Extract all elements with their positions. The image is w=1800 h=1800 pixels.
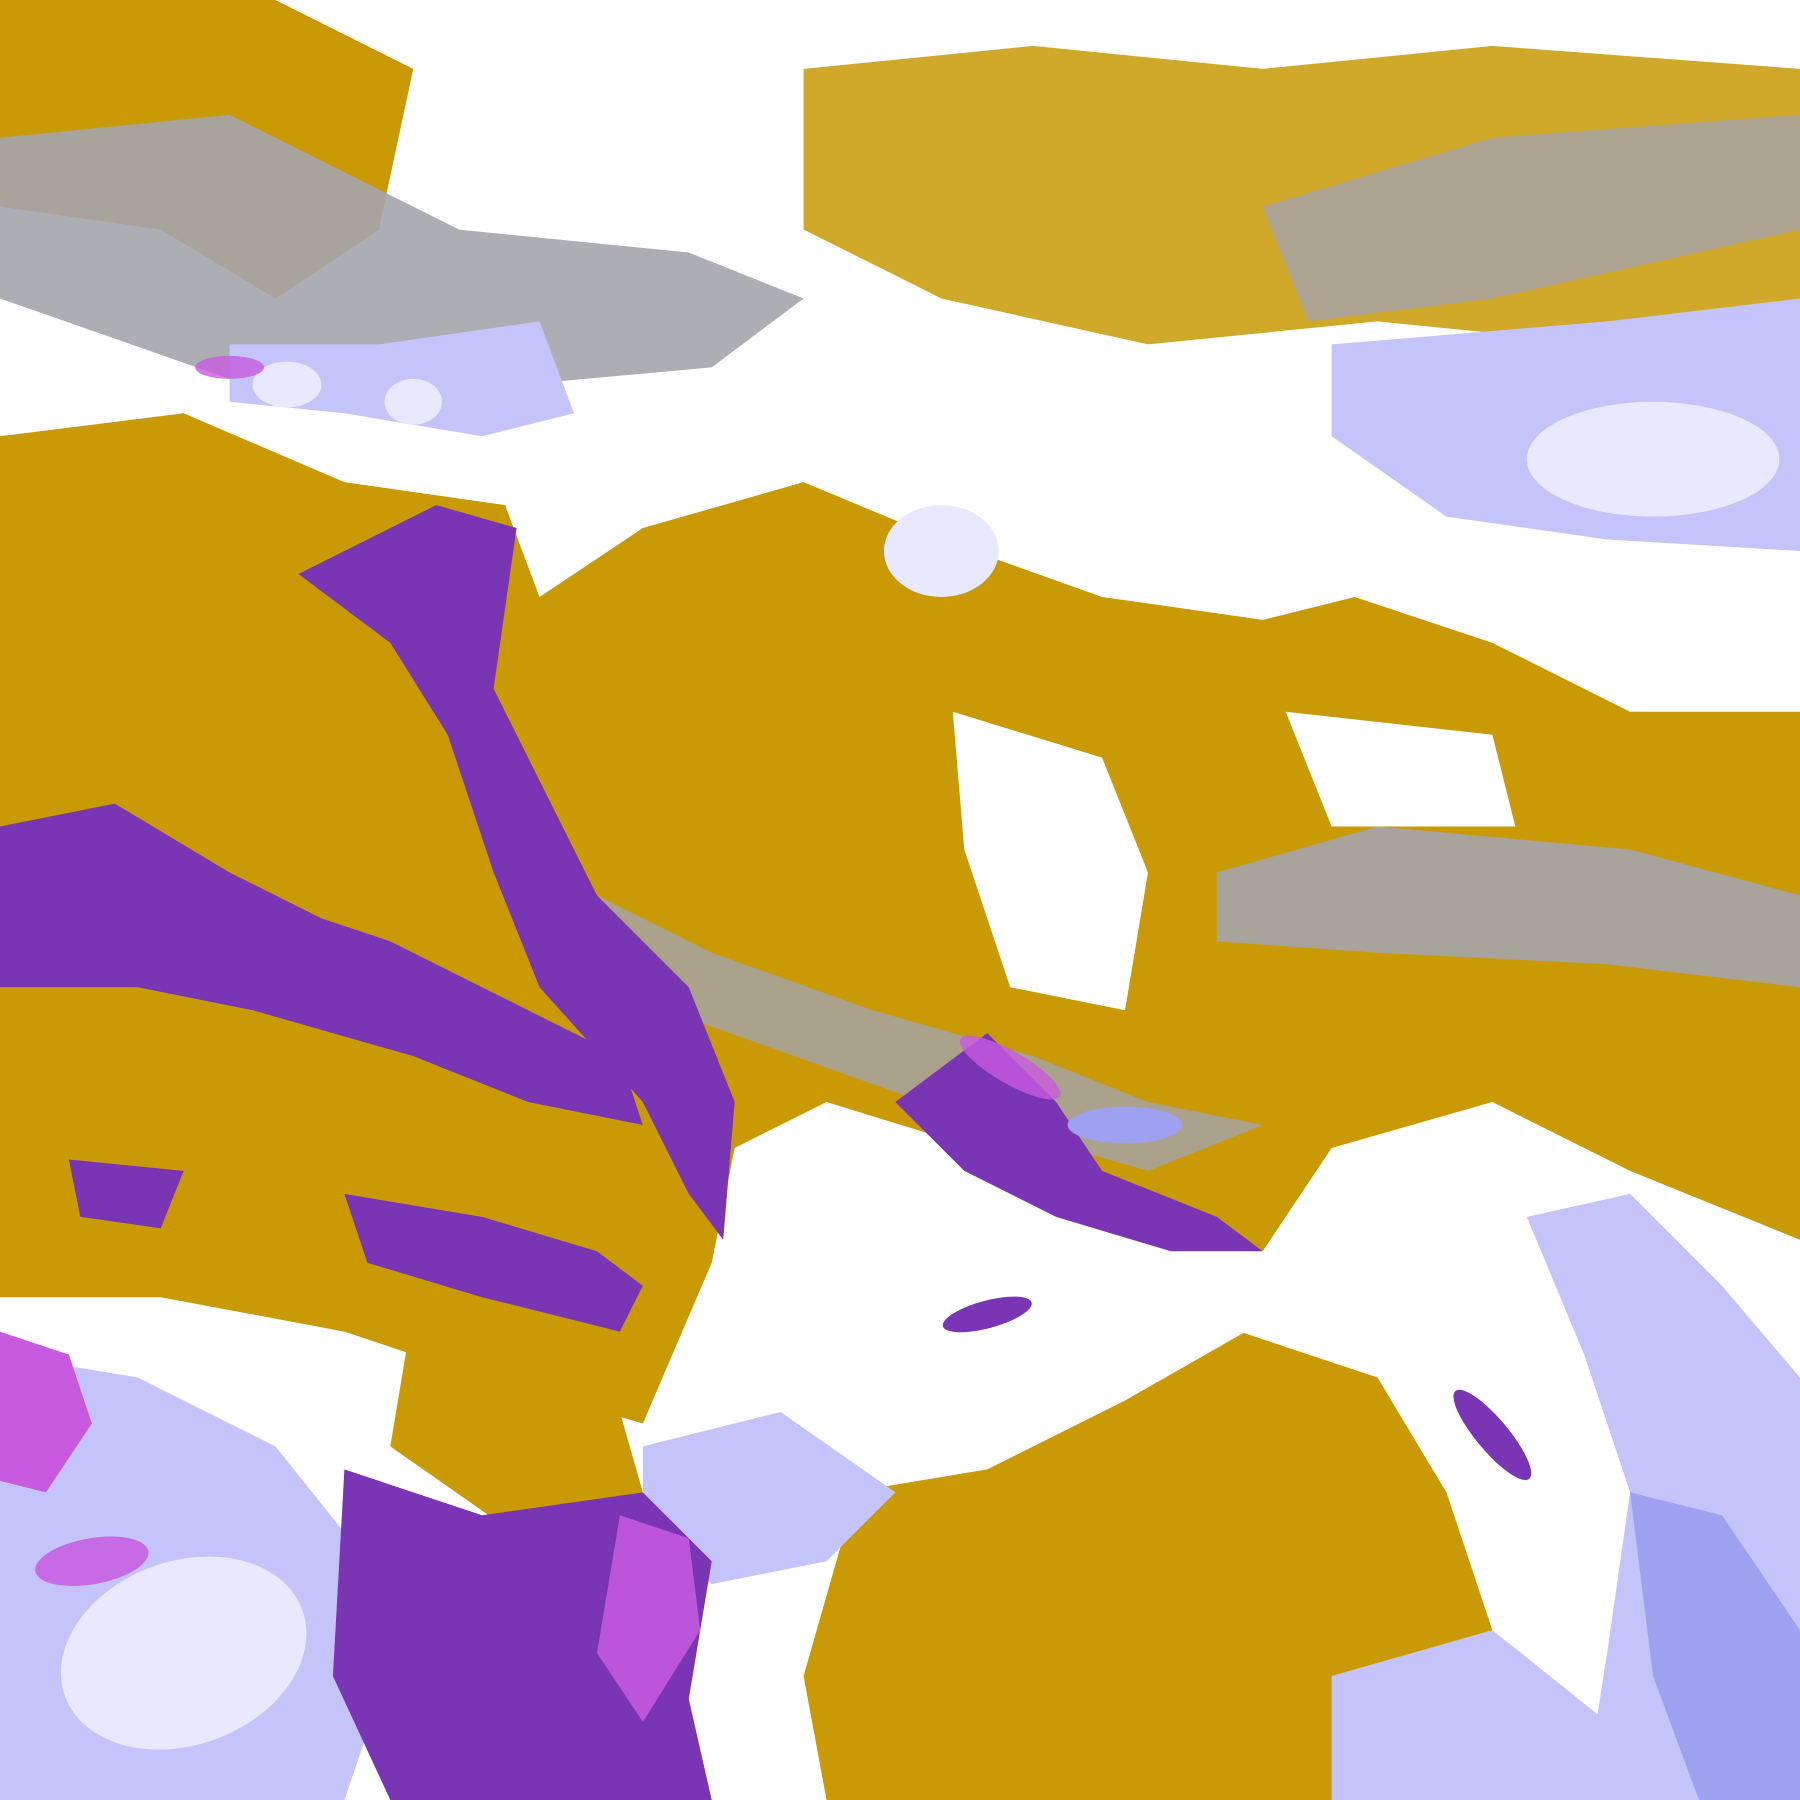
periwinkle-cloud — [1630, 1492, 1800, 1800]
gray-cloud-band — [0, 114, 804, 391]
purple-band — [1453, 1389, 1532, 1481]
lavender-cloud — [252, 361, 322, 408]
lavender-cloud — [883, 505, 999, 597]
gold-region — [390, 1308, 643, 1527]
purple-band — [344, 1193, 643, 1332]
magenta-patch — [959, 1035, 1061, 1100]
gray-cloud-band — [1216, 826, 1800, 988]
magenta-patch — [596, 1515, 701, 1722]
lavender-cloud — [229, 321, 574, 437]
clear-region — [436, 0, 758, 230]
purple-band — [942, 1296, 1032, 1333]
purple-band — [298, 505, 735, 1240]
magenta-patch — [35, 1536, 149, 1586]
lavender-cloud — [1526, 401, 1780, 517]
gray-cloud-band — [551, 872, 1263, 1171]
lavender-cloud — [642, 1411, 896, 1585]
magenta-patch — [0, 1331, 92, 1493]
lavender-cloud — [60, 1556, 307, 1750]
magenta-patch — [195, 355, 265, 379]
clear-region — [952, 711, 1148, 1011]
purple-band — [68, 1159, 184, 1229]
lavender-cloud — [384, 378, 442, 425]
lavender-cloud — [1331, 1630, 1631, 1800]
gray-cloud-band — [1262, 114, 1800, 322]
purple-band — [895, 1033, 1263, 1252]
clear-region — [1285, 711, 1516, 827]
periwinkle-cloud — [1067, 1106, 1183, 1144]
purple-band — [0, 803, 643, 1125]
